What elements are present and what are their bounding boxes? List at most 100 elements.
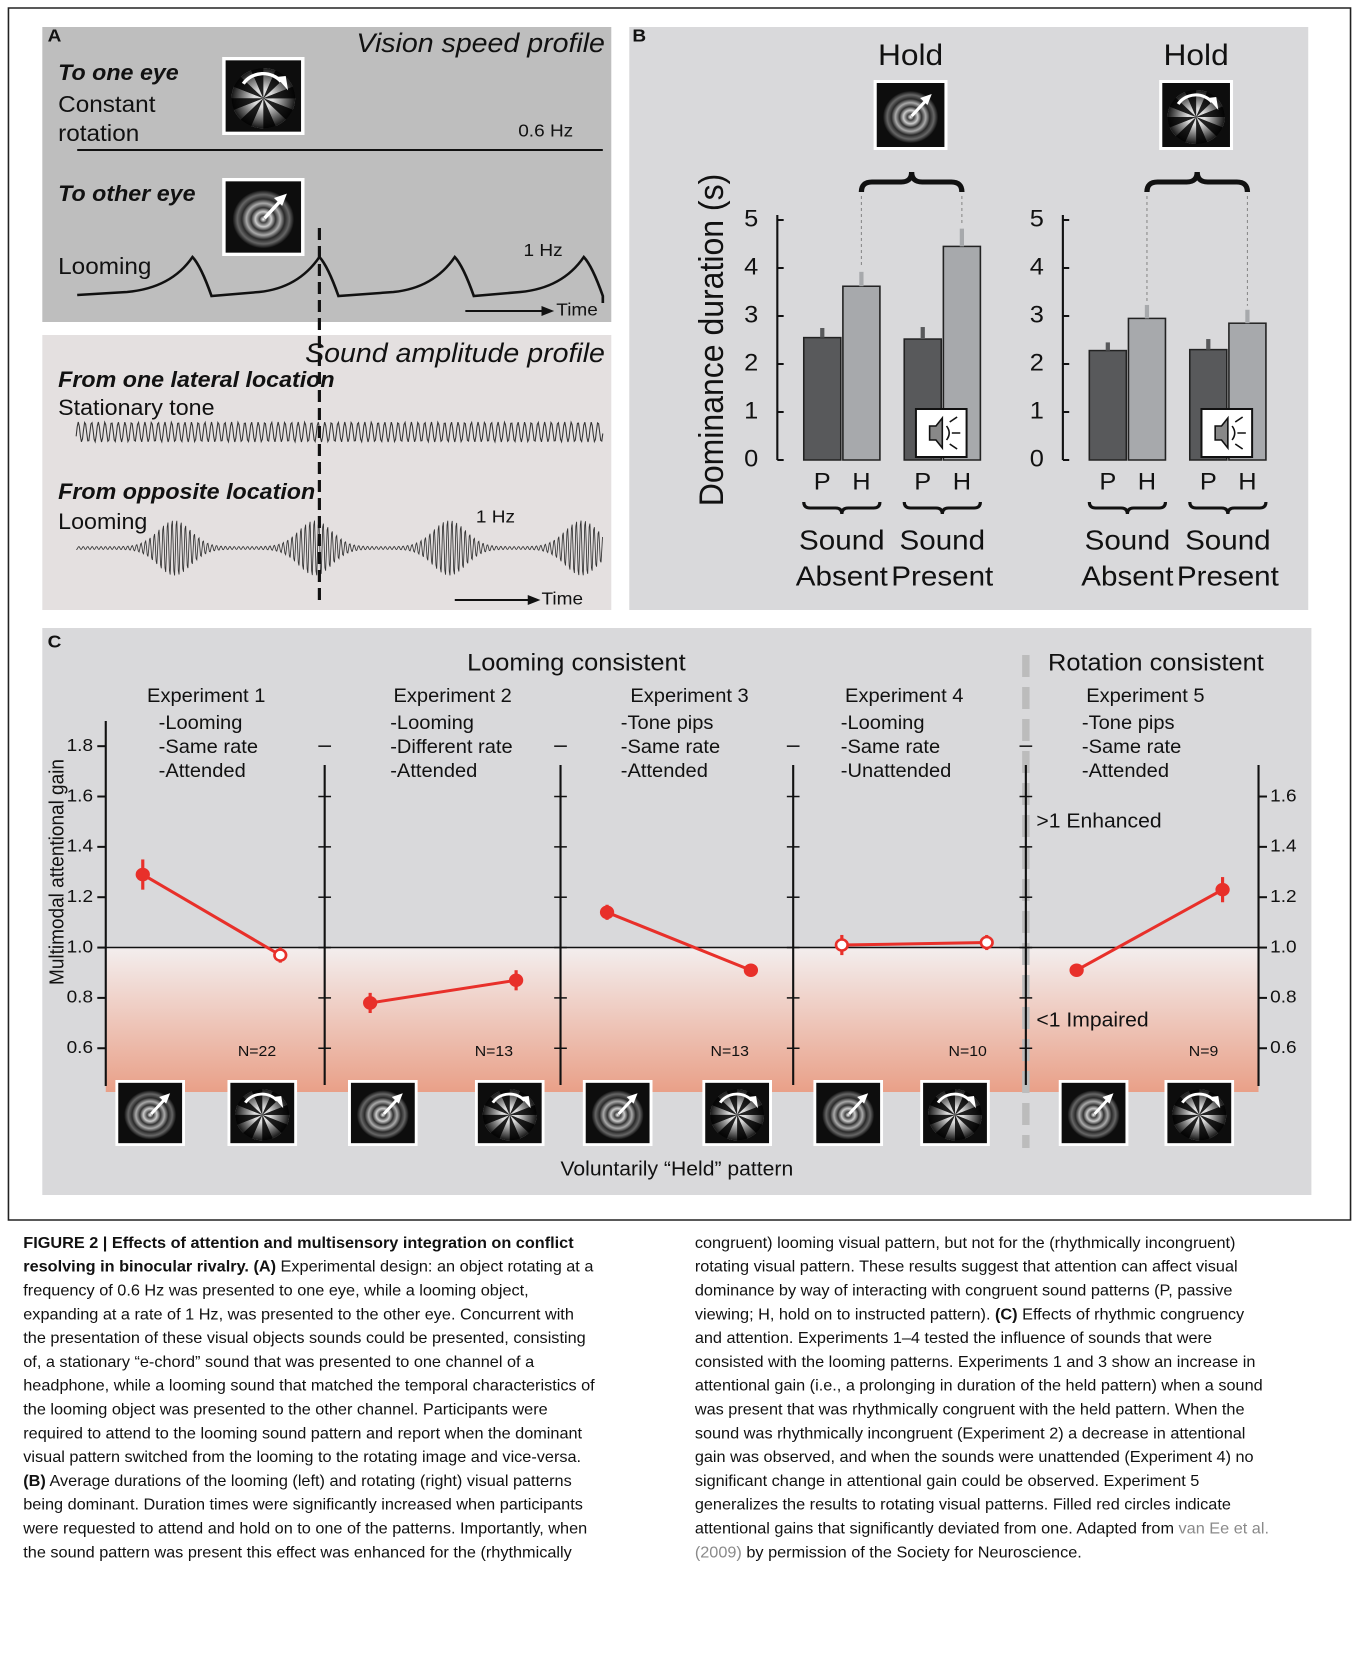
bar-label: H (852, 469, 870, 495)
y-tick-label: 2 (1030, 350, 1044, 376)
y-tick-label: 1.6 (67, 785, 93, 805)
caption-run: rotating visual pattern. These results s… (695, 1259, 1238, 1276)
caption-line: visual pattern switched from the looming… (23, 1450, 581, 1467)
data-point (979, 935, 994, 950)
sample-size: N=22 (238, 1043, 276, 1060)
rotating-icon (1164, 1080, 1235, 1146)
y-tick-label: 0 (1030, 446, 1044, 472)
data-point (1215, 882, 1230, 897)
frequency: 0.6 Hz (518, 120, 573, 140)
caption-run: the looming object was presented to the … (23, 1402, 548, 1419)
speaker-icon (1200, 408, 1254, 458)
axis-title: Dominance duration (s) (692, 174, 730, 506)
axis-title: Voluntarily “Held” pattern (560, 1158, 793, 1180)
experiment-condition: -Attended (390, 761, 477, 782)
experiment-condition: -Same rate (1082, 737, 1181, 758)
bar-label: H (1138, 469, 1156, 495)
caption-run: resolving in binocular rivalry. (A) (23, 1259, 276, 1276)
stimulus-label: To other eye (58, 181, 195, 205)
caption-line: attentional gains that significantly dev… (695, 1521, 1269, 1538)
brace (858, 171, 965, 193)
condition-label: Sound (799, 525, 885, 556)
section-title: Looming consistent (467, 650, 686, 676)
caption-run: the sound pattern was present this effec… (23, 1545, 572, 1562)
panel-title: Sound amplitude profile (305, 338, 605, 368)
caption-run: Experimental design: an object rotating … (276, 1259, 594, 1276)
y-tick-label: 5 (1030, 206, 1044, 232)
stimulus-desc: Stationary tone (58, 395, 214, 419)
caption-run: sound was rhythmically incongruent (Expe… (695, 1426, 1246, 1443)
caption-line: (2009) by permission of the Society for … (695, 1545, 1082, 1562)
impaired-region (105, 947, 1259, 1092)
looming-icon (347, 1080, 418, 1146)
experiment-title: Experiment 3 (630, 686, 748, 707)
caption-line: consisted with the looming patterns. Exp… (695, 1354, 1256, 1371)
caption-line: viewing; H, hold on to instructed patter… (695, 1307, 1244, 1324)
y-tick-label: 1.6 (1270, 785, 1296, 805)
experiment-condition: -Looming (841, 713, 925, 734)
data-point (1069, 963, 1084, 977)
stimulus-label: To one eye (58, 60, 179, 84)
caption-run: being dominant. Duration times were sign… (23, 1497, 583, 1514)
axis-title: Multimodal attentional gain (46, 759, 69, 985)
caption-run: by permission of the Society for Neurosc… (742, 1545, 1082, 1562)
experiment-condition: -Tone pips (621, 713, 714, 734)
stationary-wave (75, 420, 604, 444)
y-tick-label: 5 (744, 206, 758, 232)
y-tick-label: 1.4 (1270, 835, 1296, 855)
y-tick-label: 0 (744, 446, 758, 472)
rotating-icon (920, 1080, 990, 1146)
y-tick-label: 4 (1030, 254, 1044, 280)
stimulus-desc: Constant (58, 93, 156, 118)
condition-label: Absent (796, 561, 888, 592)
sample-size: N=10 (949, 1043, 987, 1060)
caption-run: (2009) (695, 1545, 742, 1562)
annotation: >1 Enhanced (1036, 810, 1161, 832)
stimulus-desc: Looming (58, 509, 147, 533)
rotating-icon (222, 57, 305, 135)
brace (1087, 501, 1168, 515)
connector (1075, 888, 1224, 972)
looming-icon (873, 80, 948, 150)
experiment-condition: -Different rate (390, 737, 512, 758)
data-point (273, 948, 288, 962)
condition-label: Present (891, 561, 993, 592)
connector (606, 910, 752, 972)
caption-run: significant change in attentional gain c… (695, 1473, 1200, 1490)
panel-a-vision-bg (42, 27, 612, 322)
experiment-condition: -Tone pips (1082, 713, 1175, 734)
group-title: Hold (1164, 38, 1229, 72)
brace (902, 501, 982, 515)
y-tick-label: 0.6 (67, 1036, 93, 1056)
connector (841, 941, 987, 947)
looming-curve (77, 254, 605, 303)
caption-line: dominance by way of interacting with con… (695, 1283, 1233, 1300)
caption-run: (C) (995, 1307, 1018, 1324)
experiment-condition: -Same rate (621, 737, 720, 758)
looming-icon (813, 1080, 884, 1146)
time-label: Time (541, 588, 583, 608)
brace (1144, 171, 1251, 193)
y-tick-label: 1.0 (1270, 936, 1296, 956)
caption-run: headphone, while a looming sound that ma… (23, 1378, 595, 1395)
connector (141, 873, 282, 957)
caption-run: attentional gains that significantly dev… (695, 1521, 1179, 1538)
caption-run: van Ee et al. (1179, 1521, 1269, 1538)
caption-line: headphone, while a looming sound that ma… (23, 1378, 595, 1395)
y-tick-label: 0.6 (1270, 1036, 1296, 1056)
looming-icon (1058, 1080, 1129, 1146)
data-point (135, 867, 150, 882)
rotating-icon (227, 1080, 298, 1146)
stimulus-desc: Looming (58, 255, 151, 280)
bar-label: P (814, 469, 831, 495)
bar-label: P (1099, 469, 1116, 495)
experiment-condition: -Unattended (841, 761, 952, 782)
data-point (834, 938, 849, 952)
y-tick-label: 3 (1030, 302, 1044, 328)
caption-run: attentional gain (i.e., a prolonging in … (695, 1378, 1263, 1395)
looming-icon (115, 1080, 186, 1146)
caption-run: were requested to attend and hold on to … (22, 1521, 587, 1538)
experiment-condition: -Attended (159, 761, 246, 782)
caption-line: significant change in attentional gain c… (695, 1473, 1200, 1490)
